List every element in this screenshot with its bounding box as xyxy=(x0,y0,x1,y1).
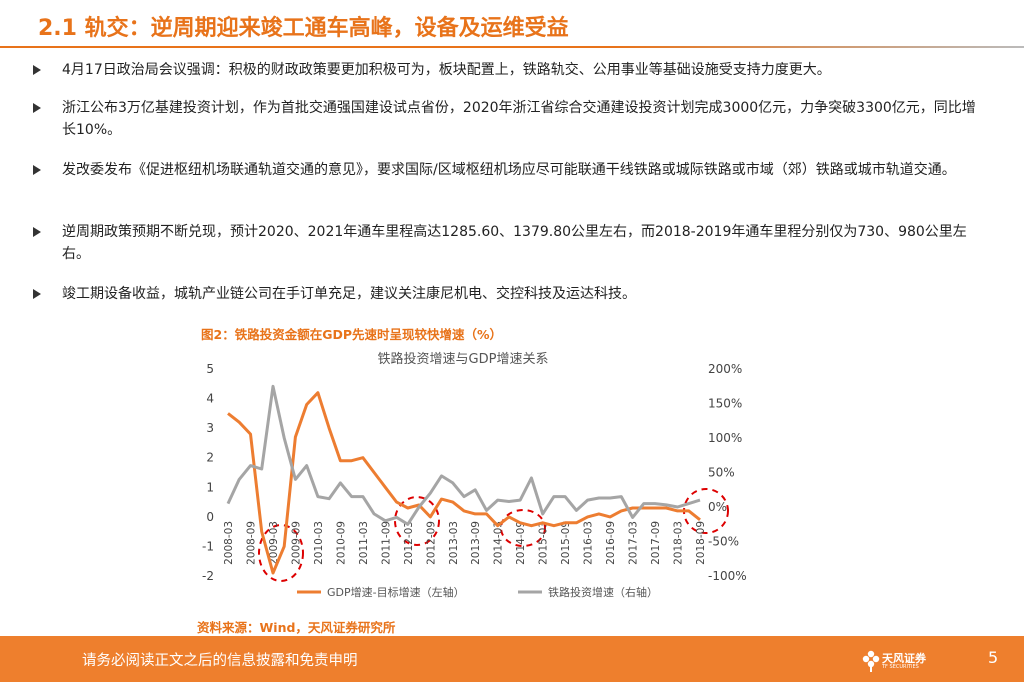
x-tick-label: 2018-09 xyxy=(695,521,707,565)
disclaimer: 请务必阅读正文之后的信息披露和免责申明 xyxy=(82,653,358,669)
x-tick-label: 2012-03 xyxy=(403,521,415,565)
y2-tick-label: 150% xyxy=(708,397,742,411)
x-tick-label: 2010-09 xyxy=(335,521,347,565)
y-tick-label: 2 xyxy=(206,451,214,465)
y-tick-label: 5 xyxy=(206,362,214,376)
x-tick-label: 2012-09 xyxy=(425,521,437,565)
bullet: 4月17日政治局会议强调：积极的财政政策要更加积极可为，板块配置上，铁路轨交、公… xyxy=(33,59,982,81)
x-tick-label: 2014-03 xyxy=(493,521,505,565)
y-tick-label: 3 xyxy=(206,421,214,435)
y-tick-label: 4 xyxy=(206,392,214,406)
logo-icon xyxy=(862,650,880,672)
y2-tick-label: 0% xyxy=(708,500,727,514)
x-tick-label: 2008-03 xyxy=(223,521,235,565)
highlight-circles xyxy=(258,488,729,582)
y2-tick-label: 200% xyxy=(708,362,742,376)
y2-tick-label: 50% xyxy=(708,466,735,480)
chart-title: 铁路投资增速与GDP增速关系 xyxy=(378,351,549,367)
page-number: 5 xyxy=(988,648,999,667)
y2-tick-label: 100% xyxy=(708,431,742,445)
x-tick-label: 2015-09 xyxy=(560,521,572,565)
highlight-circle xyxy=(500,509,546,547)
x-tick-label: 2017-09 xyxy=(650,521,662,565)
bullet: 竣工期设备收益，城轨产业链公司在手订单充足，建议关注康尼机电、交控科技及运达科技… xyxy=(33,283,982,305)
highlight-circle xyxy=(258,524,304,582)
logo: 天风证券 TF SECURITIES xyxy=(862,648,952,674)
x-tick-label: 2009-09 xyxy=(290,521,302,565)
x-tick-label: 2014-09 xyxy=(515,521,527,565)
bullet: 浙江公布3万亿基建投资计划，作为首批交通强国建设试点省份，2020年浙江省综合交… xyxy=(33,97,982,141)
slide-title: 2.1 轨交：逆周期迎来竣工通车高峰，设备及运维受益 xyxy=(38,16,569,41)
x-tick-label: 2008-09 xyxy=(245,521,257,565)
y-tick-label: 0 xyxy=(206,510,214,524)
legend-label: GDP增速-目标增速（左轴） xyxy=(327,585,465,599)
x-tick-label: 2009-03 xyxy=(268,521,280,565)
y2-tick-label: -50% xyxy=(708,535,739,549)
bullet: 逆周期政策预期不断兑现，预计2020、2021年通车里程高达1285.60、13… xyxy=(33,221,982,265)
title-rule xyxy=(0,46,1024,48)
logo-text: 天风证券 xyxy=(882,652,926,665)
series-line xyxy=(226,384,701,526)
figure-caption: 图2：铁路投资金额在GDP先速时呈现较快增速（%） xyxy=(201,327,503,342)
x-tick-label: 2016-03 xyxy=(583,521,595,565)
logo-subtext: TF SECURITIES xyxy=(882,664,919,670)
x-tick-label: 2011-03 xyxy=(358,521,370,565)
series-line xyxy=(227,391,701,575)
x-tick-label: 2016-09 xyxy=(605,521,617,565)
figure-source: 资料来源：Wind，天风证券研究所 xyxy=(197,620,396,635)
y-tick-label: -2 xyxy=(202,569,214,583)
legend-label: 铁路投资增速（右轴） xyxy=(548,585,658,599)
x-tick-label: 2018-03 xyxy=(673,521,685,565)
x-tick-label: 2010-03 xyxy=(313,521,325,565)
x-tick-label: 2013-09 xyxy=(470,521,482,565)
footer: 请务必阅读正文之后的信息披露和免责申明 天风证券 TF SECURITIES 5 xyxy=(0,636,1024,682)
x-tick-label: 2013-03 xyxy=(448,521,460,565)
y-tick-label: -1 xyxy=(202,539,214,553)
x-tick-label: 2011-09 xyxy=(380,521,392,565)
y2-tick-label: -100% xyxy=(708,569,747,583)
highlight-circle xyxy=(394,496,440,546)
bullet: 发改委发布《促进枢纽机场联通轨道交通的意见》，要求国际/区域枢纽机场应尽可能联通… xyxy=(33,159,982,181)
x-tick-label: 2017-03 xyxy=(628,521,640,565)
x-tick-label: 2015-03 xyxy=(538,521,550,565)
y-tick-label: 1 xyxy=(206,480,214,494)
